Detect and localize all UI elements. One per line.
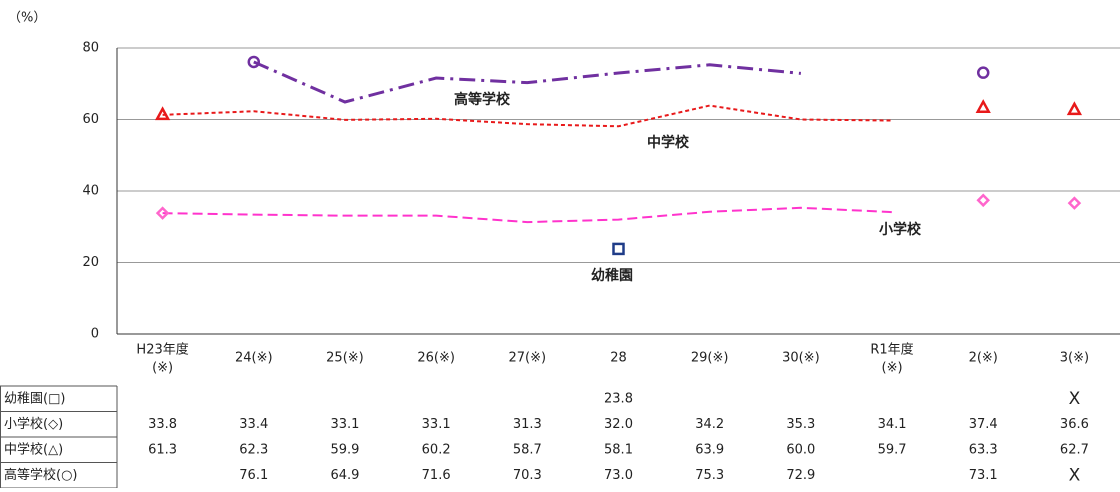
marker	[155, 206, 170, 220]
table-value: 37.4	[969, 417, 998, 432]
table-value: 33.1	[422, 417, 451, 432]
table-value: 59.9	[330, 442, 359, 457]
marker	[976, 66, 990, 79]
x-tick-label: (※)	[152, 361, 173, 376]
marker	[976, 193, 990, 208]
table-value: 33.4	[239, 417, 268, 432]
table-value: 60.2	[422, 442, 451, 457]
line	[162, 104, 893, 128]
table-value: 35.3	[786, 417, 815, 432]
line	[253, 60, 802, 104]
table-value: 58.1	[604, 442, 633, 457]
table-value: X	[1069, 465, 1081, 485]
table-value: 33.8	[148, 417, 177, 432]
table-value: 34.2	[695, 417, 724, 432]
marker	[1066, 101, 1083, 116]
y-tick-label: 60	[82, 112, 99, 127]
marker	[975, 99, 991, 113]
table-value: 75.3	[695, 468, 724, 483]
table-value: 59.7	[878, 442, 907, 457]
legend-label: 中学校(△)	[4, 441, 63, 457]
marker	[247, 55, 261, 69]
table-value: 60.0	[786, 442, 815, 457]
x-tick-label: 24(※)	[235, 351, 273, 366]
x-tick-label: 25(※)	[326, 351, 364, 366]
x-tick-label: 27(※)	[509, 351, 547, 366]
line-label: 高等学校	[454, 91, 511, 108]
y-tick-label: 40	[82, 184, 99, 199]
table-value: X	[1069, 389, 1081, 409]
table-value: 58.7	[513, 442, 542, 457]
table-value: 71.6	[422, 468, 451, 483]
table-value: 62.7	[1060, 442, 1089, 457]
legend-label: 高等学校(○)	[4, 467, 78, 483]
table-value: 34.1	[878, 417, 907, 432]
table-value: 63.3	[969, 442, 998, 457]
x-tick-label: H23年度	[136, 342, 188, 358]
y-tick-label: 0	[91, 327, 99, 342]
x-tick-label: 2(※)	[969, 351, 998, 366]
marker	[1067, 196, 1082, 210]
legend-label: 小学校(◇)	[4, 416, 63, 432]
y-axis-label: （%）	[8, 11, 46, 26]
table-value: 36.6	[1060, 417, 1089, 432]
line-label: 幼稚園	[591, 267, 633, 284]
table-value: 31.3	[513, 417, 542, 432]
table-value: 61.3	[148, 442, 177, 457]
line-label: 中学校	[647, 134, 690, 151]
table-value: 32.0	[604, 417, 633, 432]
table-value: 73.0	[604, 468, 633, 483]
table-value: 72.9	[786, 468, 815, 483]
y-tick-label: 20	[82, 255, 99, 270]
marker	[612, 242, 625, 256]
x-tick-label: 28	[610, 351, 627, 366]
y-tick-label: 80	[82, 41, 99, 56]
x-tick-label: 26(※)	[417, 351, 455, 366]
table-value: 76.1	[239, 468, 268, 483]
x-tick-label: (※)	[882, 361, 903, 376]
legend-label: 幼稚園(□)	[4, 391, 65, 406]
table-value: 62.3	[239, 442, 268, 457]
line-label: 小学校	[879, 221, 922, 238]
table-value: 23.8	[604, 391, 633, 406]
table-value: 33.1	[330, 417, 359, 432]
table-value: 64.9	[330, 468, 359, 483]
line	[162, 206, 893, 224]
table-value: 63.9	[695, 442, 724, 457]
table-value: 73.1	[969, 468, 998, 483]
table-value: 70.3	[513, 468, 542, 483]
x-tick-label: 29(※)	[691, 351, 729, 366]
marker	[154, 106, 171, 121]
x-tick-label: 3(※)	[1060, 351, 1089, 366]
x-tick-label: 30(※)	[782, 351, 820, 366]
x-tick-label: R1年度	[870, 342, 913, 358]
